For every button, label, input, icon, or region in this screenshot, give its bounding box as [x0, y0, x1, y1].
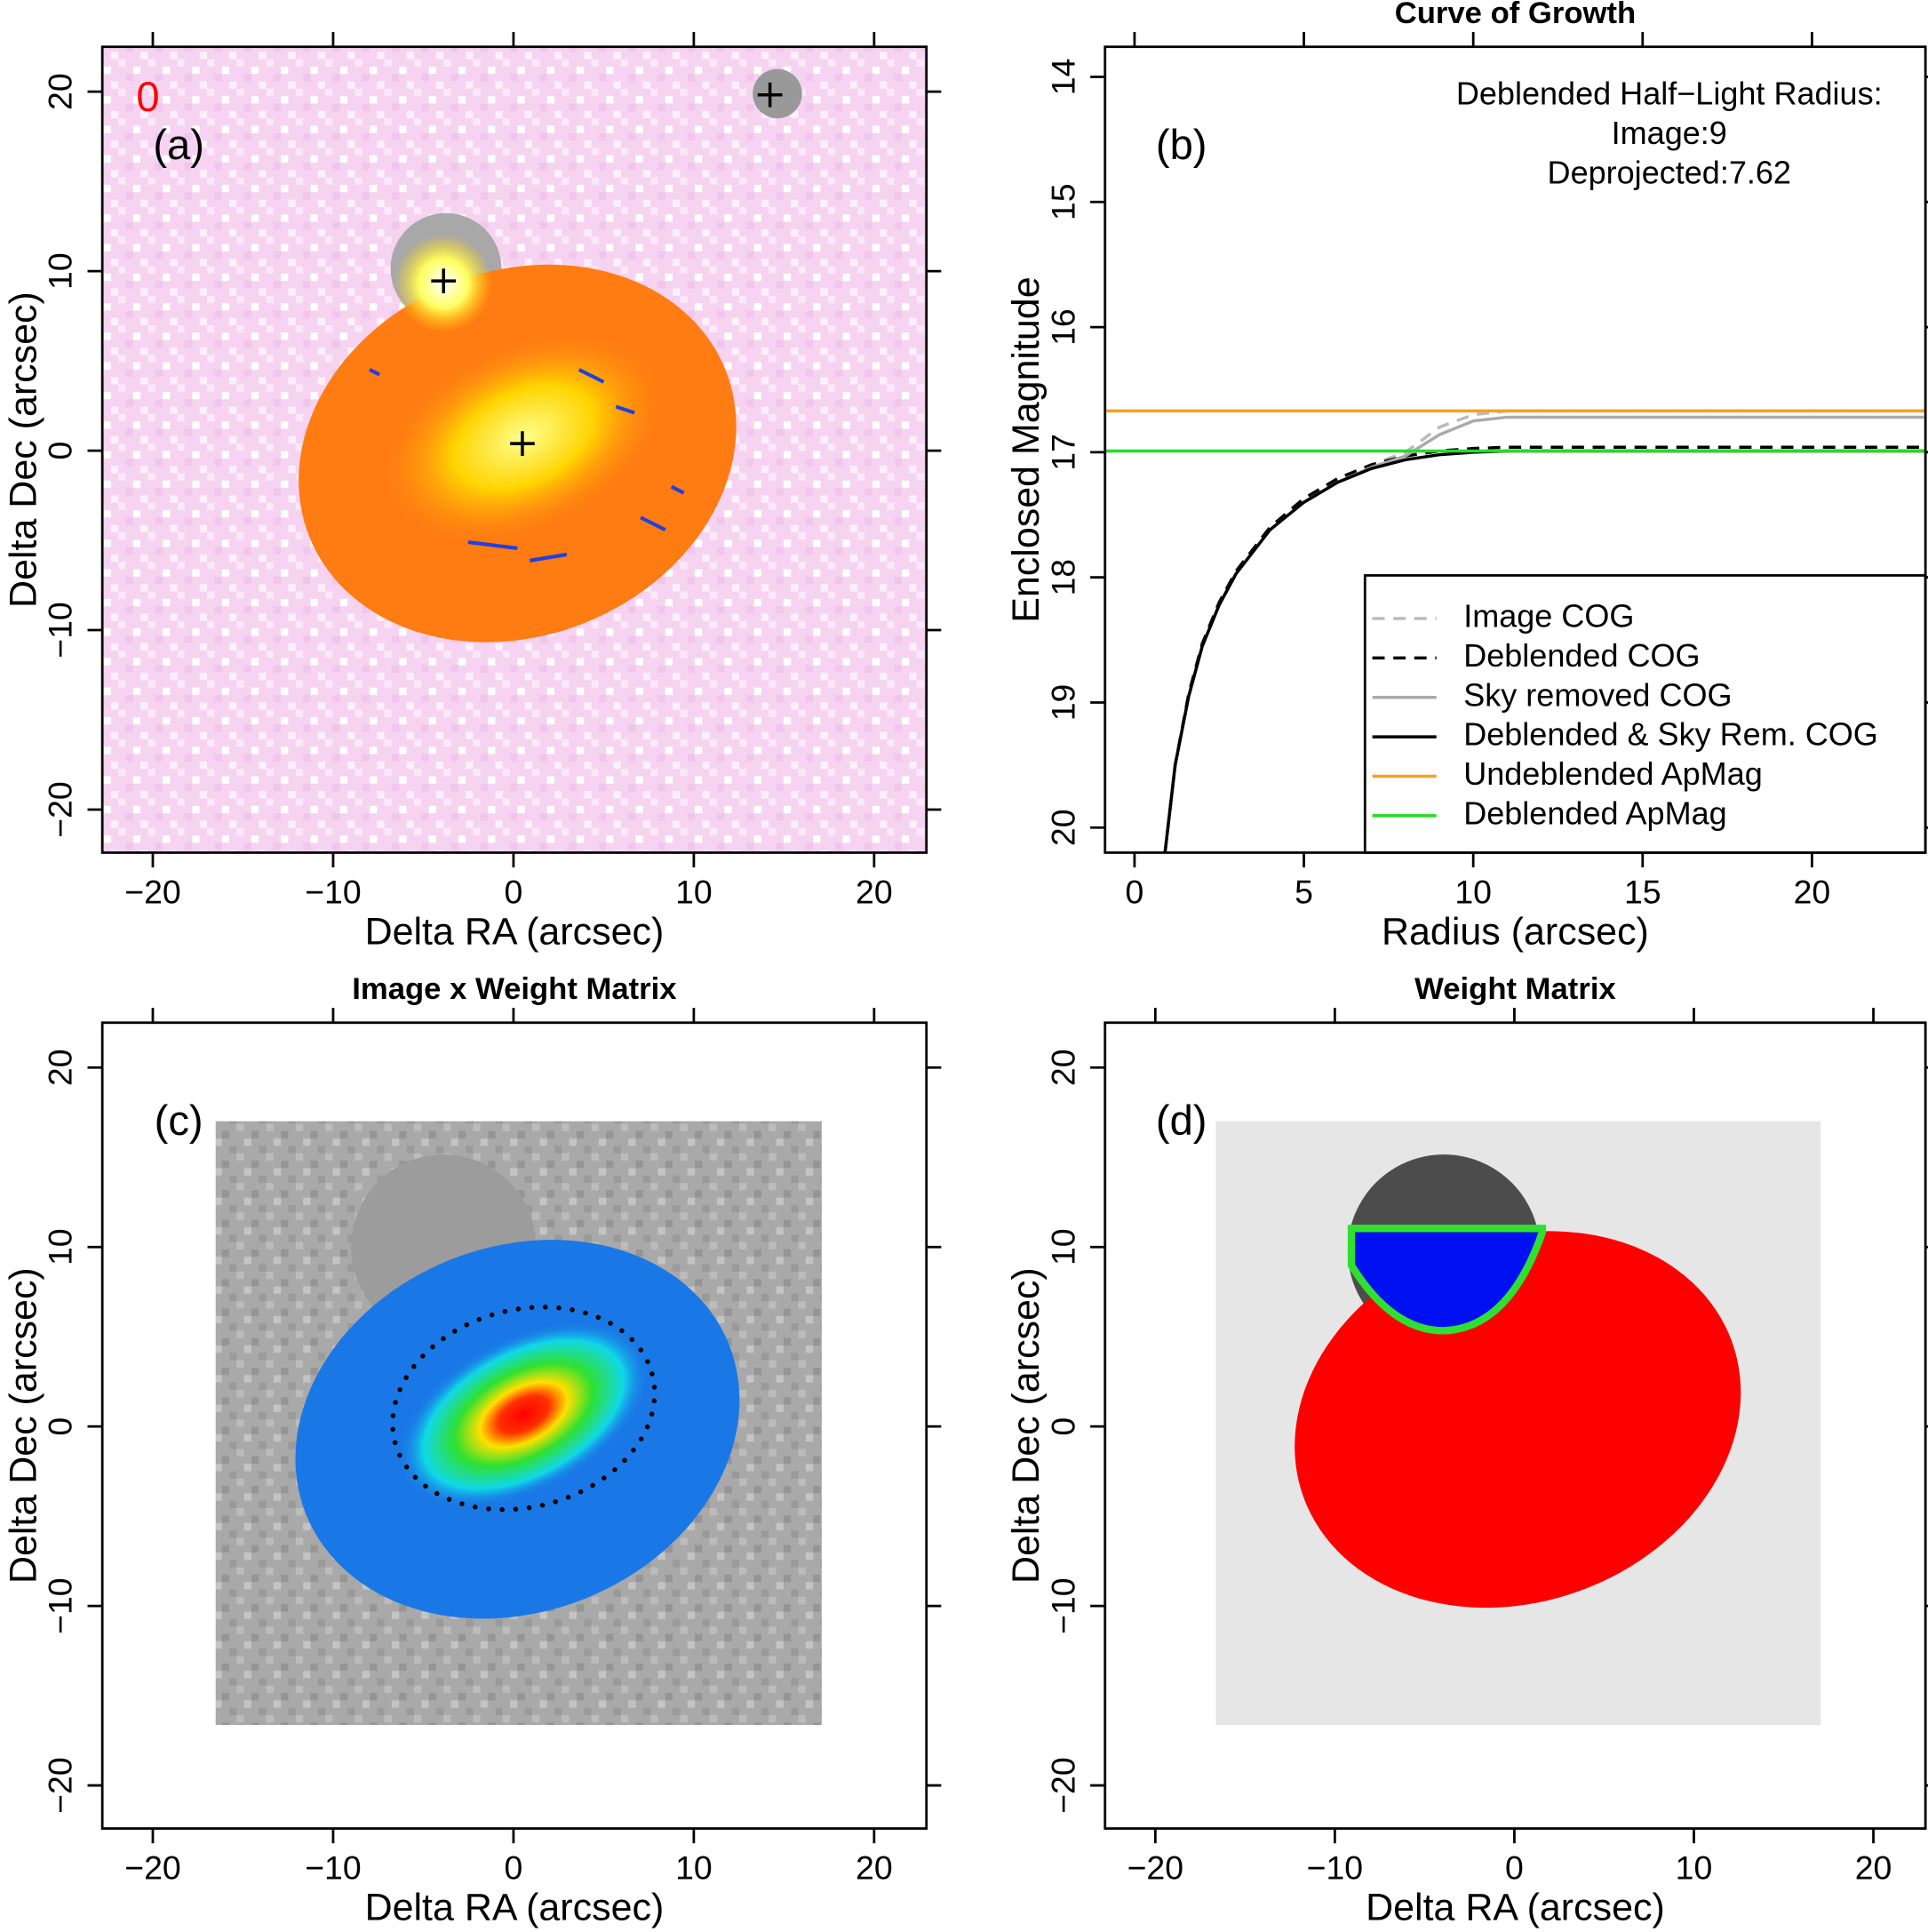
y-tick-label: 0 [42, 442, 79, 460]
panel-label: (c) [155, 1097, 203, 1144]
y-tick-label: 20 [1044, 809, 1081, 846]
x-tick-label: 20 [856, 1849, 893, 1887]
y-tick-label: 20 [42, 1049, 79, 1086]
legend-box [1363, 574, 1927, 854]
x-tick-label: 0 [1505, 1849, 1524, 1887]
x-axis-label: Delta RA (arcsec) [365, 910, 665, 953]
y-axis-label: Delta Dec (arcsec) [3, 1267, 45, 1584]
image-d [1215, 1121, 1821, 1726]
image-a [102, 46, 927, 853]
annotation: Deprojected:7.62 [1548, 154, 1791, 190]
panel-label: (b) [1156, 121, 1207, 168]
annotation: Image:9 [1612, 115, 1727, 151]
y-tick-label: 20 [42, 73, 79, 110]
x-tick-label: 10 [675, 873, 713, 910]
y-tick-label: −10 [42, 1577, 79, 1633]
y-tick-label: 10 [42, 252, 79, 290]
x-axis-label: Delta RA (arcsec) [365, 1886, 665, 1928]
y-tick-label: 10 [1044, 1228, 1081, 1265]
legend-label: Undeblended ApMag [1463, 755, 1763, 792]
y-tick-label: 0 [1044, 1417, 1081, 1436]
y-tick-label: −10 [42, 602, 79, 658]
y-tick-label: 15 [1044, 183, 1081, 220]
y-tick-label: −20 [42, 1757, 79, 1813]
x-axis-label: Delta RA (arcsec) [1366, 1886, 1665, 1928]
x-tick-label: 0 [1126, 873, 1144, 910]
x-axis-label: Radius (arcsec) [1382, 910, 1649, 953]
legend-label: Image COG [1463, 598, 1634, 635]
annotation: Deblended Half−Light Radius: [1456, 76, 1883, 112]
x-tick-label: −10 [1307, 1849, 1363, 1887]
y-axis-label: Delta Dec (arcsec) [1005, 1267, 1048, 1584]
plot-frame [1103, 45, 1927, 854]
y-tick-label: 16 [1044, 308, 1081, 346]
panel-title: Weight Matrix [1414, 972, 1616, 1006]
y-tick-label: 19 [1044, 684, 1081, 722]
x-tick-label: 0 [505, 873, 523, 910]
panel-title: Image x Weight Matrix [352, 972, 677, 1006]
x-tick-label: 15 [1624, 873, 1661, 910]
x-tick-label: 0 [505, 1849, 523, 1887]
annotation: 0 [136, 73, 159, 120]
x-tick-label: 20 [1794, 873, 1831, 910]
x-tick-label: 20 [856, 873, 893, 910]
y-axis-label: Delta Dec (arcsec) [3, 291, 45, 608]
x-tick-label: −20 [1127, 1849, 1183, 1887]
x-tick-label: −20 [124, 1849, 180, 1887]
y-tick-label: 0 [42, 1417, 79, 1436]
y-tick-label: −20 [42, 781, 79, 837]
y-tick-label: 17 [1044, 434, 1081, 471]
legend-label: Deblended COG [1463, 637, 1700, 674]
y-tick-label: 18 [1044, 559, 1081, 596]
y-tick-label: −20 [1044, 1757, 1081, 1813]
x-tick-label: 10 [675, 1849, 713, 1887]
y-tick-label: 14 [1044, 59, 1081, 96]
x-tick-label: 20 [1855, 1849, 1892, 1887]
y-tick-label: −10 [1044, 1577, 1081, 1633]
y-axis-label: Enclosed Magnitude [1005, 276, 1048, 622]
x-tick-label: −20 [124, 873, 180, 910]
y-tick-label: 10 [42, 1228, 79, 1265]
legend-label: Sky removed COG [1463, 676, 1732, 713]
x-tick-label: 5 [1295, 873, 1313, 910]
x-tick-label: −10 [305, 1849, 361, 1887]
x-tick-label: 10 [1676, 1849, 1713, 1887]
legend-label: Deblended ApMag [1463, 794, 1726, 831]
panel-title: Curve of Growth [1395, 0, 1636, 30]
image-c [215, 1121, 822, 1726]
x-tick-label: −10 [305, 873, 361, 910]
x-tick-label: 10 [1454, 873, 1492, 910]
cog-line [1163, 445, 1924, 853]
y-tick-label: 20 [1044, 1049, 1081, 1086]
panel-label: (a) [153, 121, 204, 168]
legend-label: Deblended & Sky Rem. COG [1463, 716, 1878, 753]
panel-label: (d) [1156, 1097, 1207, 1144]
